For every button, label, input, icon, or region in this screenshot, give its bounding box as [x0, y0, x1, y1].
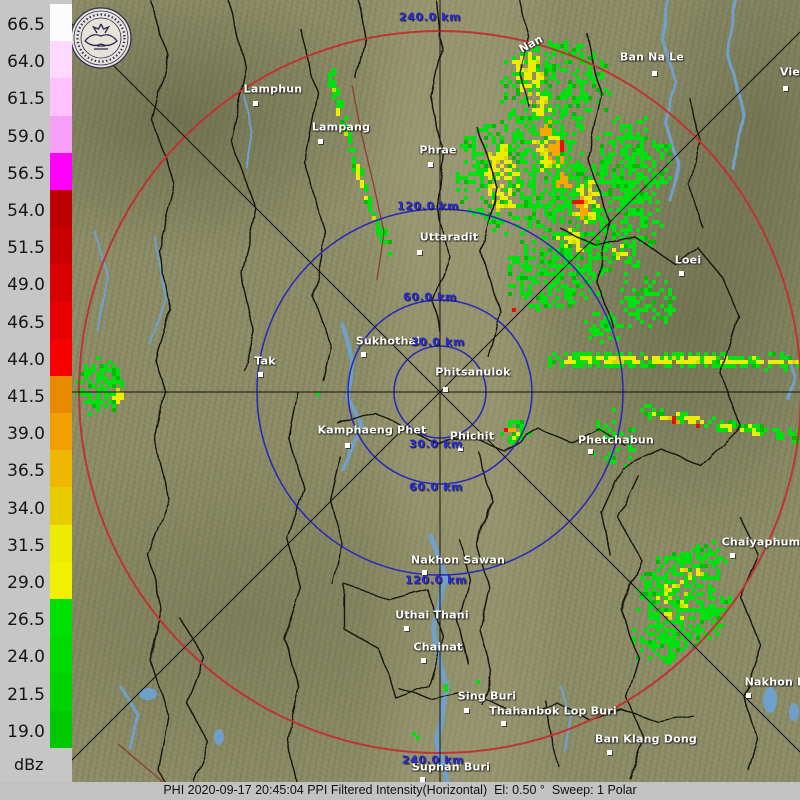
- colorbar-segment: [50, 710, 72, 748]
- colorbar-tick: 61.5: [7, 89, 45, 110]
- colorbar-segment: [50, 264, 72, 302]
- colorbar-tick: 44.0: [7, 349, 45, 370]
- colorbar-segment: [50, 301, 72, 339]
- colorbar-segment: [50, 375, 72, 414]
- colorbar-tick: 19.0: [7, 721, 45, 742]
- colorbar-tick: 41.5: [7, 387, 45, 407]
- colorbar-tick: 49.0: [7, 275, 45, 296]
- colorbar-segment: [50, 152, 72, 190]
- colorbar-segment: [50, 599, 72, 637]
- colorbar-segment: [50, 636, 72, 674]
- colorbar-segment: [50, 4, 72, 42]
- radar-map[interactable]: [72, 0, 800, 783]
- status-bar: PHI 2020-09-17 20:45:04 PPI Filtered Int…: [0, 782, 800, 800]
- colorbar-segment: [50, 115, 72, 153]
- colorbar-tick: 26.5: [7, 610, 45, 631]
- colorbar-tick: 54.0: [7, 201, 45, 221]
- colorbar-segment: [50, 450, 72, 488]
- colorbar-tick: 64.0: [7, 52, 45, 73]
- colorbar-segment: [50, 413, 72, 451]
- colorbar-tick: 21.5: [7, 684, 45, 705]
- colorbar-unit-label: dBz: [14, 755, 44, 774]
- colorbar-segment: [50, 338, 72, 376]
- colorbar-segment: [50, 561, 72, 599]
- colorbar-segment: [50, 189, 72, 228]
- colorbar-tick: 34.0: [7, 498, 45, 519]
- colorbar-tick: 39.0: [7, 424, 45, 445]
- colorbar-tick: 31.5: [7, 535, 45, 556]
- dbz-colorbar: 66.5 64.0 61.5 59.0 56.5 54.0 51.5 49.0 46.5 44.0…: [0, 0, 72, 782]
- colorbar-segment: [50, 41, 72, 79]
- colorbar-segment: [50, 673, 72, 711]
- colorbar-segment: [50, 227, 72, 265]
- colorbar-segment: [50, 78, 72, 116]
- colorbar-tick: 56.5: [7, 163, 45, 184]
- colorbar-strip: [50, 4, 72, 748]
- colorbar-tick: 46.5: [7, 312, 45, 333]
- colorbar-tick: 29.0: [7, 573, 45, 593]
- colorbar-tick: 66.5: [7, 15, 45, 35]
- colorbar-segment: [50, 524, 72, 562]
- colorbar-segment: [50, 487, 72, 525]
- colorbar-tick: 36.5: [7, 461, 45, 482]
- colorbar-tick: 51.5: [7, 238, 45, 259]
- colorbar-tick: 24.0: [7, 647, 45, 668]
- colorbar-tick: 59.0: [7, 126, 45, 147]
